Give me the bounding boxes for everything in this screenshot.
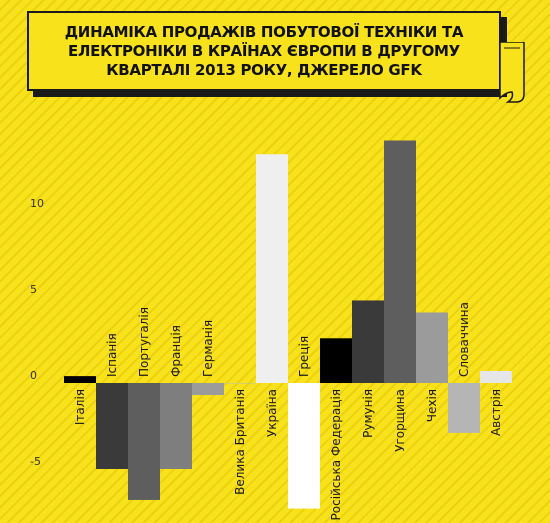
- bar: [352, 300, 384, 383]
- bar: [288, 383, 320, 509]
- page-curl-decoration: [499, 42, 525, 103]
- category-label: Україна: [265, 389, 279, 437]
- category-label: Румунія: [361, 389, 375, 438]
- bar: [224, 383, 256, 384]
- bar: [192, 383, 224, 396]
- y-tick-label: -5: [30, 455, 41, 468]
- category-label: Франція: [169, 325, 183, 377]
- title-frame: ДИНАМІКА ПРОДАЖІВ ПОБУТОВОЇ ТЕХНІКИ ТА Е…: [27, 11, 501, 91]
- bar: [128, 383, 160, 500]
- title-box: ДИНАМІКА ПРОДАЖІВ ПОБУТОВОЇ ТЕХНІКИ ТА Е…: [27, 11, 509, 97]
- bar: [160, 383, 192, 469]
- category-label: Іспанія: [105, 333, 119, 377]
- category-label: Російська Федерація: [329, 389, 343, 520]
- category-label: Чехія: [425, 389, 439, 422]
- y-tick-label: 5: [30, 283, 37, 296]
- category-label: Угорщина: [393, 389, 407, 452]
- category-label: Італія: [73, 389, 87, 425]
- y-tick-label: 10: [30, 197, 44, 210]
- y-tick-label: 0: [30, 369, 37, 382]
- bar: [480, 370, 512, 383]
- chart-title: ДИНАМІКА ПРОДАЖІВ ПОБУТОВОЇ ТЕХНІКИ ТА Е…: [64, 22, 464, 79]
- category-label: Австрія: [489, 389, 503, 436]
- bar: [256, 154, 288, 383]
- category-label: Велика Британія: [233, 389, 247, 495]
- bar: [320, 338, 352, 383]
- bar: [416, 312, 448, 383]
- category-label: Греція: [297, 336, 311, 377]
- bar: [384, 140, 416, 383]
- bar: [96, 383, 128, 469]
- bar: [64, 376, 96, 383]
- category-label: Германія: [201, 320, 215, 377]
- category-label: Португалія: [137, 307, 151, 377]
- category-label: Словаччина: [457, 302, 471, 377]
- bar: [448, 383, 480, 433]
